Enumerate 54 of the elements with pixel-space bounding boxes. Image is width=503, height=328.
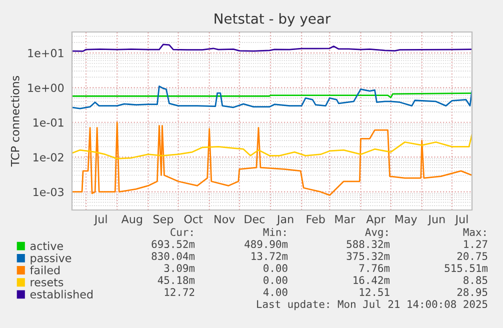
x-tick-label: Apr bbox=[366, 215, 386, 226]
text: Min: bbox=[263, 228, 286, 236]
text: 0.00 bbox=[264, 264, 288, 272]
legend-label: established bbox=[30, 290, 93, 299]
text: 830.04m bbox=[152, 252, 195, 260]
x-tick-label: Jul bbox=[454, 214, 468, 226]
text: 3.09m bbox=[164, 264, 195, 272]
x-tick-label: Feb bbox=[306, 214, 325, 224]
x-tick-label: Oct bbox=[184, 214, 203, 224]
legend-label: failed bbox=[30, 266, 60, 274]
legend-label: resets bbox=[30, 278, 64, 286]
text: 489.90m bbox=[244, 240, 288, 248]
text: 0.00 bbox=[264, 276, 288, 284]
text: 28.95 bbox=[457, 288, 488, 296]
line-series bbox=[72, 44, 472, 52]
x-tick-label: Dec bbox=[244, 215, 265, 224]
text: 45.18m bbox=[158, 276, 195, 284]
y-tick-label: 1e-01 bbox=[34, 118, 64, 127]
text: 20.75 bbox=[457, 252, 488, 260]
text: Cur: bbox=[170, 228, 192, 236]
text: 12.51 bbox=[360, 288, 390, 296]
y-tick-label: 1e+01 bbox=[28, 48, 64, 58]
text: Max: bbox=[463, 228, 486, 236]
text: 8.85 bbox=[464, 276, 488, 284]
text: 13.72m bbox=[252, 252, 288, 260]
y-tick-label: 1e+00 bbox=[28, 84, 64, 92]
x-tick-label: Jan bbox=[276, 215, 294, 226]
y-tick-label: 1e-02 bbox=[34, 153, 64, 162]
legend-label: active bbox=[30, 242, 63, 250]
y-axis-title: TCP connections bbox=[10, 76, 20, 167]
text: Last update: Mon Jul 21 14:00:08 2025 bbox=[257, 300, 488, 310]
text: 7.76m bbox=[359, 264, 390, 272]
x-tick-label: Jun bbox=[428, 215, 445, 226]
text: 1.27 bbox=[464, 240, 488, 248]
text: 4.00 bbox=[263, 288, 288, 296]
text: 588.32m bbox=[346, 240, 390, 248]
line-series bbox=[72, 86, 472, 110]
chart-title: Netstat - by year bbox=[214, 13, 331, 27]
legend-label: passive bbox=[30, 254, 72, 264]
text: 16.42m bbox=[354, 276, 390, 284]
text: 515.51m bbox=[444, 264, 488, 272]
x-tick-label: Jul bbox=[94, 214, 107, 226]
line-series bbox=[72, 122, 472, 196]
x-tick-label: Sep bbox=[153, 214, 174, 226]
text: 12.72 bbox=[164, 288, 194, 296]
text: 693.52m bbox=[152, 240, 195, 248]
text: 375.32m bbox=[346, 252, 390, 260]
x-tick-label: Aug bbox=[121, 215, 142, 226]
line-series bbox=[72, 134, 472, 160]
x-tick-label: Nov bbox=[214, 215, 235, 224]
x-tick-label: Mar bbox=[335, 215, 356, 224]
y-tick-label: 1e-03 bbox=[34, 188, 64, 196]
text: Avg: bbox=[365, 228, 388, 238]
x-tick-label: May bbox=[395, 215, 417, 226]
